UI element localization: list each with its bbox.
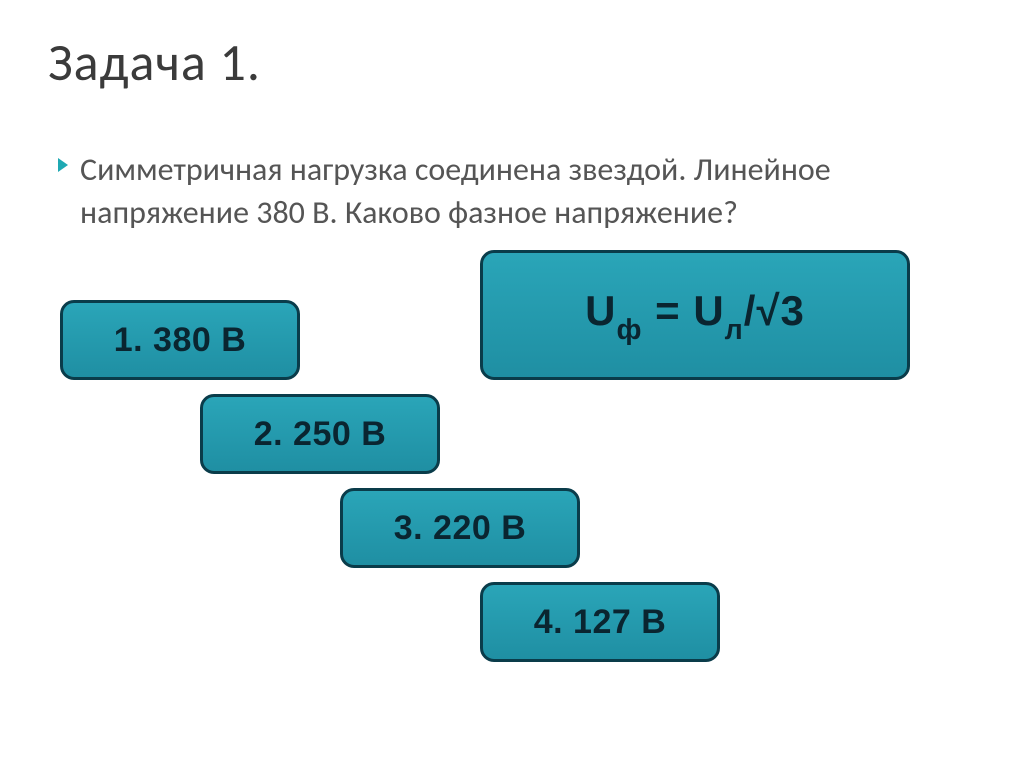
option-label: 1. 380 В	[114, 321, 247, 360]
question-block: Симметричная нагрузка соединена звездой.…	[80, 148, 964, 234]
page-title: Задача 1.	[48, 30, 261, 94]
formula-box: Uф = Uл/√3	[480, 250, 910, 380]
option-label: 3. 220 В	[394, 509, 527, 548]
question-text: Симметричная нагрузка соединена звездой.…	[80, 148, 964, 234]
bullet-icon	[58, 158, 68, 172]
option-label: 4. 127 В	[534, 603, 667, 642]
answer-option-3[interactable]: 3. 220 В	[340, 488, 580, 568]
formula-content: Uф = Uл/√3	[585, 287, 805, 342]
answer-option-2[interactable]: 2. 250 В	[200, 394, 440, 474]
option-label: 2. 250 В	[254, 415, 387, 454]
answer-option-4[interactable]: 4. 127 В	[480, 582, 720, 662]
answer-option-1[interactable]: 1. 380 В	[60, 300, 300, 380]
